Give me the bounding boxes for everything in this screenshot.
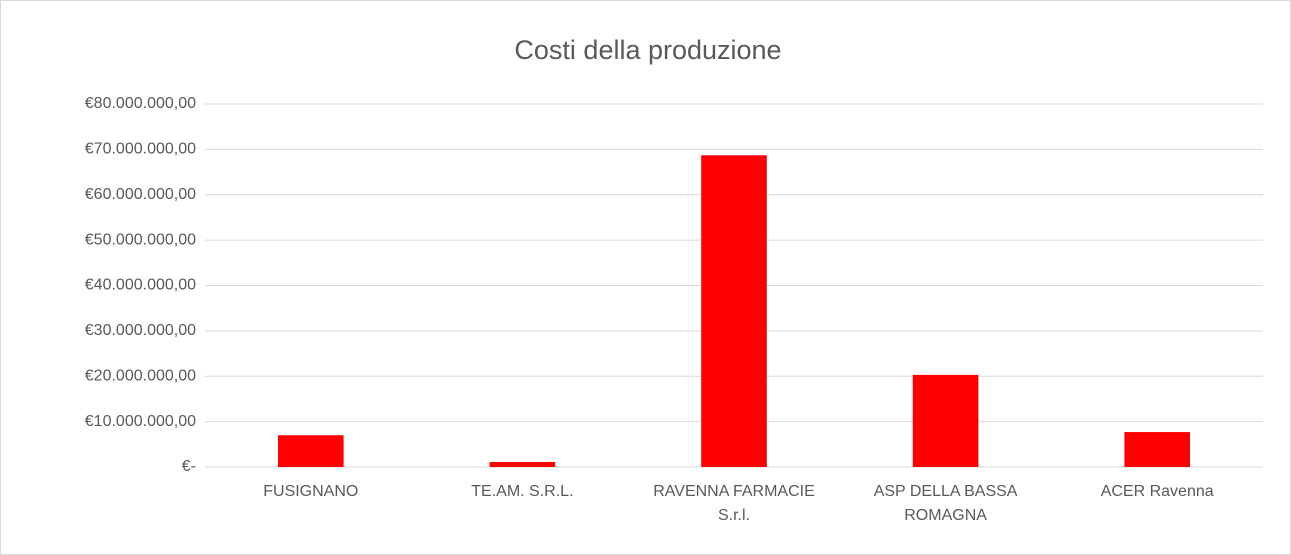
y-tick-label: €10.000.000,00	[85, 413, 196, 430]
bar	[489, 462, 556, 467]
bar	[912, 374, 979, 467]
y-tick-label: €80.000.000,00	[85, 95, 196, 112]
y-tick-label: €50.000.000,00	[85, 231, 196, 248]
y-tick-label: €40.000.000,00	[85, 277, 196, 294]
bar	[278, 435, 344, 467]
y-tick-label: €30.000.000,00	[85, 322, 196, 339]
bar	[1124, 432, 1190, 467]
bar	[701, 155, 767, 467]
x-tick-label: FUSIGNANO	[263, 483, 359, 500]
y-tick-label: €60.000.000,00	[85, 186, 196, 203]
x-tick-label: ASP DELLA BASSA ROMAGNA	[873, 483, 1018, 524]
x-tick-label: TE.AM. S.R.L.	[471, 483, 574, 500]
y-tick-label: €70.000.000,00	[85, 141, 196, 158]
y-tick-label: €-	[182, 458, 196, 475]
x-tick-label: ACER Ravenna	[1100, 483, 1214, 500]
x-tick-label: RAVENNA FARMACIE S.r.l.	[653, 483, 815, 524]
chart-title: Costi della produzione	[514, 35, 781, 65]
y-tick-label: €20.000.000,00	[85, 367, 196, 384]
